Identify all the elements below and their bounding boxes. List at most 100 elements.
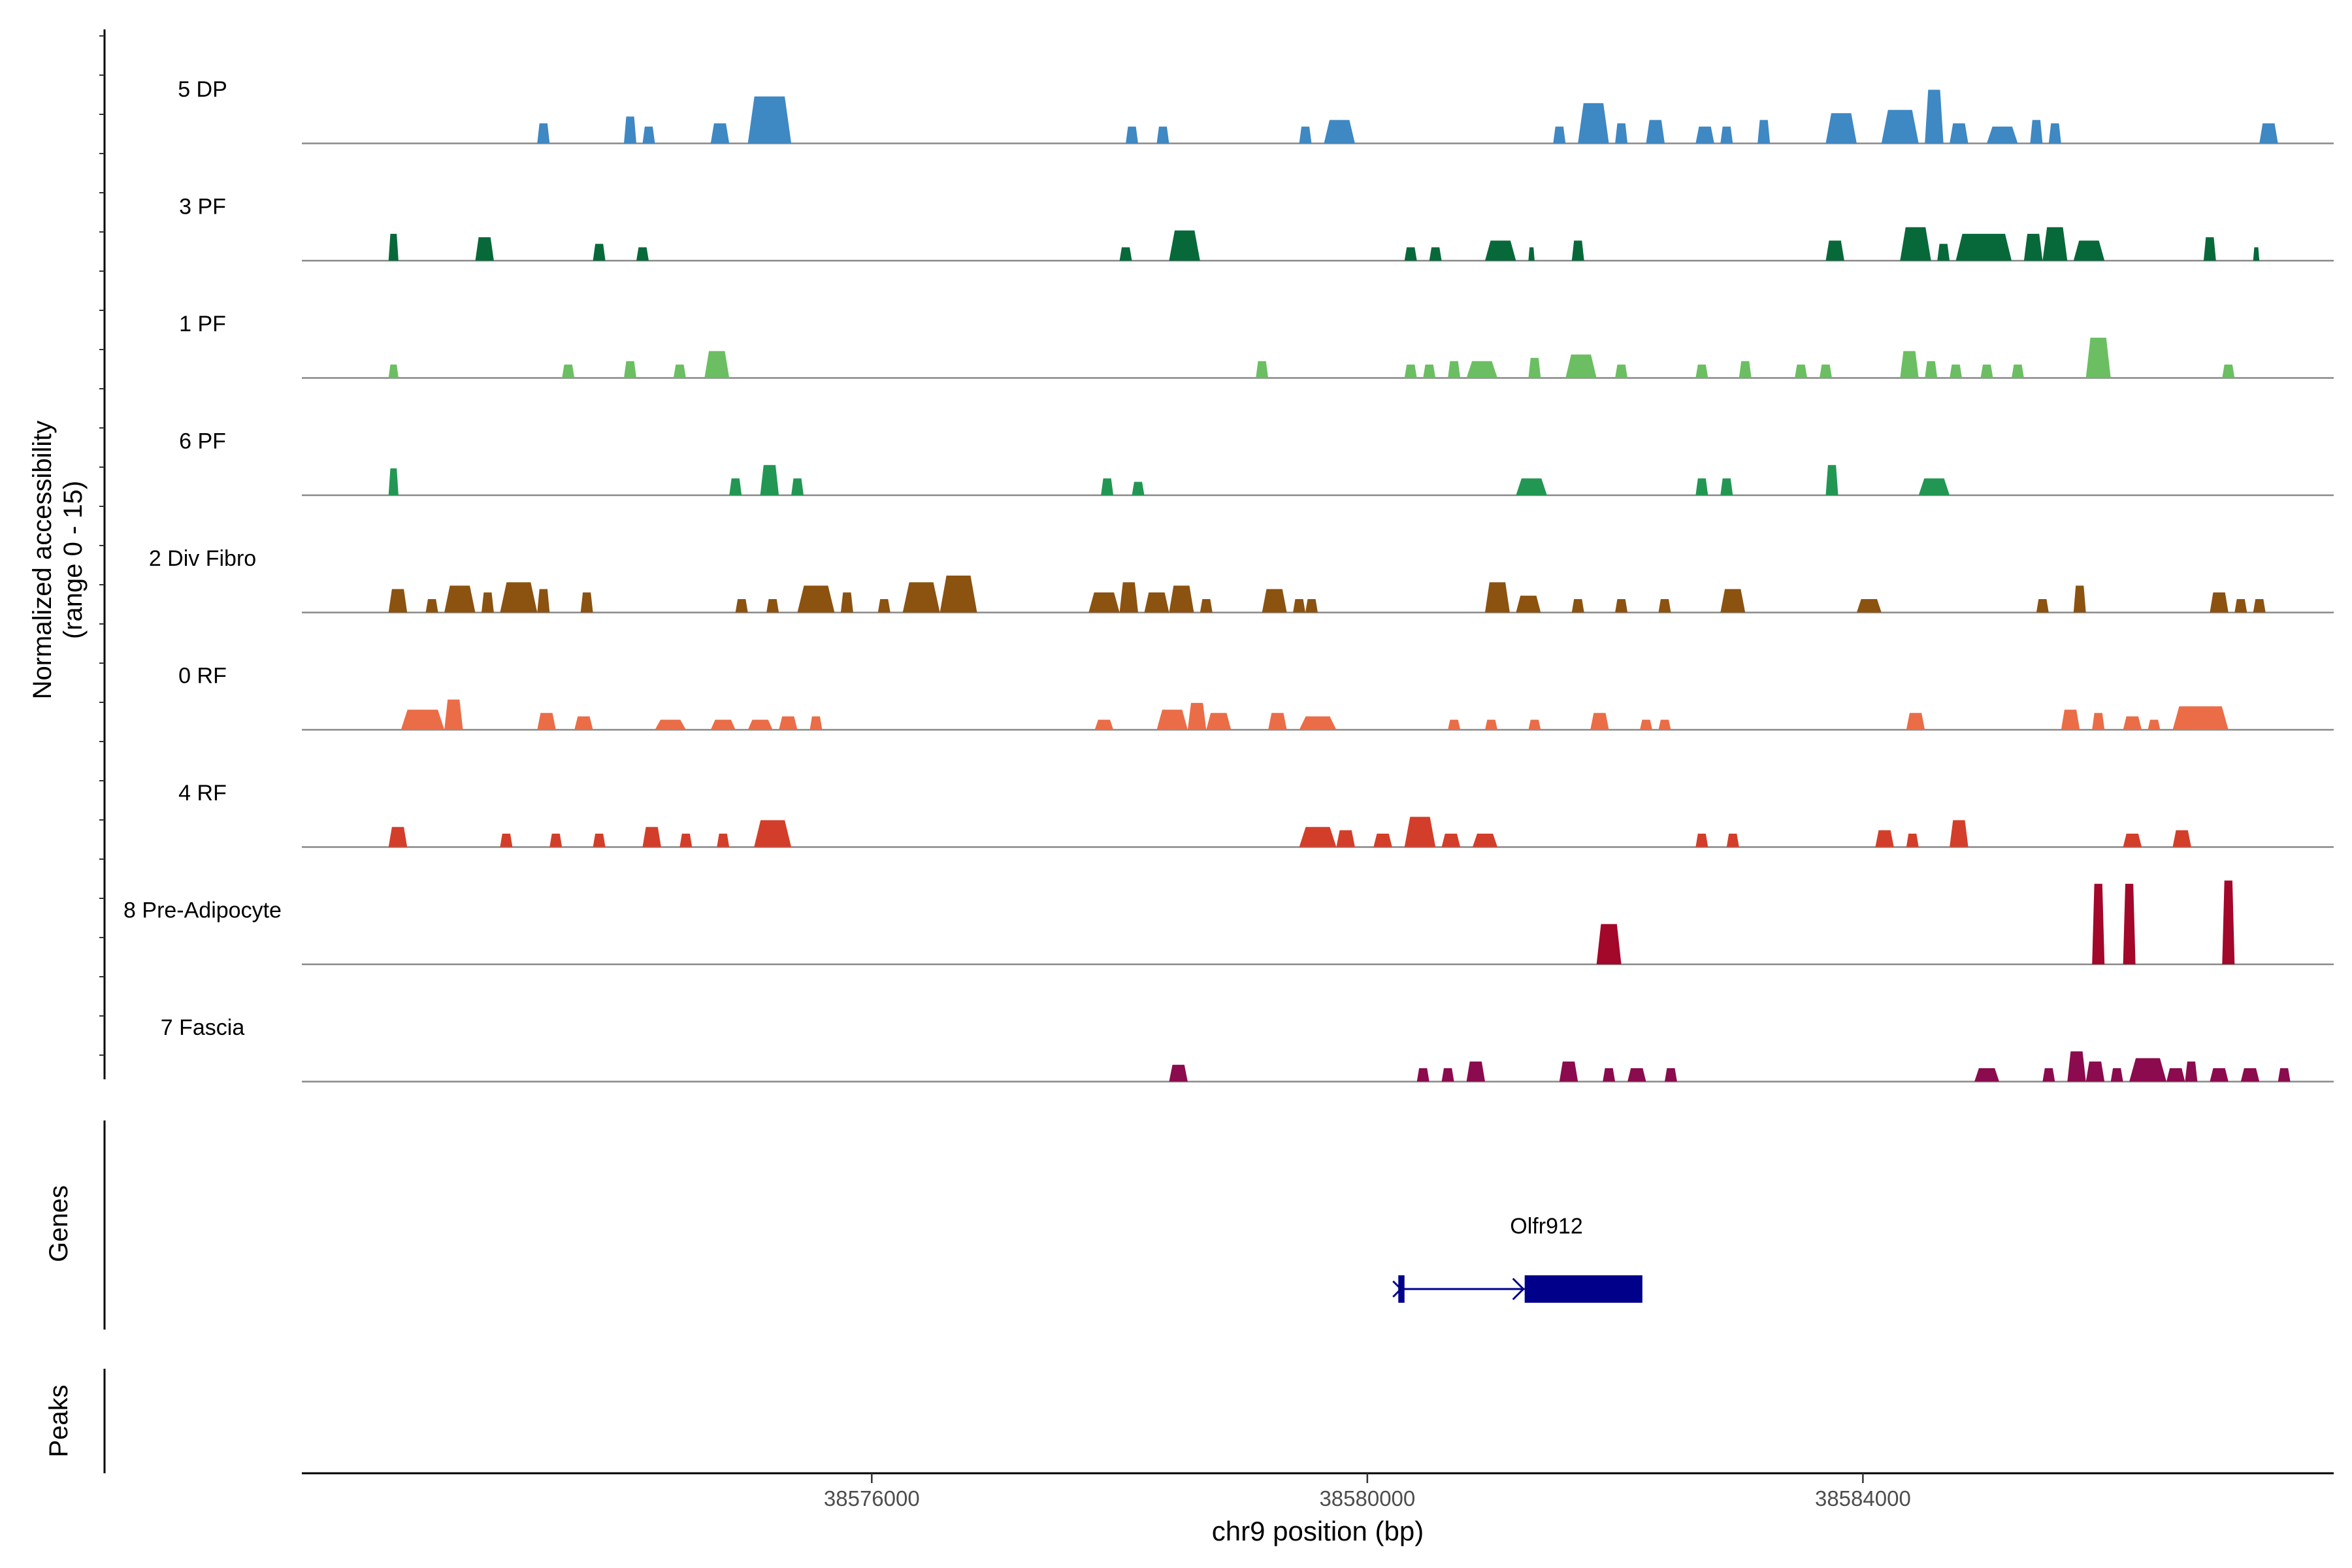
coverage-peak [1906, 713, 1925, 730]
coverage-peak [747, 719, 773, 730]
coverage-peak [809, 716, 823, 730]
coverage-peak [747, 96, 792, 144]
track-1-pf: 1 PF [179, 312, 2334, 379]
coverage-peak [679, 834, 693, 847]
coverage-peak [735, 599, 748, 613]
coverage-peak [593, 834, 606, 847]
coverage-peak [1726, 834, 1739, 847]
coverage-peak [729, 478, 742, 495]
track-label: 8 Pre-Adipocyte [123, 898, 282, 923]
coverage-peak [1658, 599, 1671, 613]
coverage-peak [840, 592, 853, 613]
coverage-peak [1404, 365, 1417, 378]
coverage-peak [1881, 110, 1919, 144]
coverage-peak [1603, 1068, 1616, 1082]
track-2-div-fibro: 2 Div Fibro [149, 546, 2334, 613]
coverage-peak [673, 365, 686, 378]
coverage-peak [797, 585, 835, 613]
coverage-peak [1324, 120, 1355, 144]
track-label: 0 RF [178, 664, 227, 689]
coverage-peak [1757, 120, 1771, 144]
coverage-peak [1206, 713, 1232, 730]
coverage-peak [1856, 599, 1882, 613]
coverage-peak [1974, 1068, 1999, 1082]
coverage-peak [624, 361, 636, 378]
coverage-peak [1950, 365, 1963, 378]
coverage-peak [1739, 361, 1752, 378]
x-axis: 38576000 38580000 38584000 [302, 1472, 2334, 1511]
y-axis-label-line-1: Normalized accessibility [28, 421, 57, 700]
coverage-peak [2073, 585, 2086, 613]
coverage-peak [1825, 465, 1838, 495]
track-5-dp: 5 DP [178, 77, 2334, 144]
coverage-peak [1466, 1061, 1485, 1082]
coverage-peak [1441, 1068, 1454, 1082]
coverage-peak [1423, 365, 1436, 378]
x-tick-label: 38580000 [1319, 1486, 1415, 1511]
coverage-peak [1900, 351, 1919, 378]
coverage-peak [2123, 716, 2142, 730]
coverage-peak [2166, 1068, 2185, 1082]
coverage-peak [2253, 599, 2266, 613]
coverage-peak [754, 820, 792, 847]
coverage-peak [1268, 713, 1287, 730]
coverage-peak [1441, 834, 1461, 847]
coverage-peak [1485, 240, 1516, 261]
coverage-peak [537, 589, 550, 613]
coverage-peak [1473, 834, 1497, 847]
coverage-peak [1299, 826, 1337, 847]
coverage-peak [939, 576, 977, 613]
peaks-panel-label: Peaks [44, 1384, 73, 1457]
coverage-peak [1262, 589, 1287, 613]
coverage-peak [2148, 719, 2161, 730]
coverage-peak [1187, 702, 1207, 730]
gene-panel: Olfr912 [1392, 1214, 1642, 1303]
coverage-peak [1695, 126, 1714, 144]
coverage-peak [2030, 120, 2043, 144]
coverage-peak [2012, 365, 2024, 378]
coverage-peak [1119, 582, 1138, 613]
coverage-peak [1156, 710, 1188, 730]
coverage-peak [1200, 599, 1213, 613]
track-0-rf: 0 RF [178, 664, 2334, 731]
genes-panel-label: Genes [44, 1185, 73, 1262]
coverage-peak [1646, 120, 1665, 144]
coverage-peak [1596, 924, 1622, 964]
track-label: 1 PF [179, 312, 226, 336]
coverage-peak [1448, 719, 1461, 730]
coverage-peak [1695, 478, 1708, 495]
coverage-peak [1516, 478, 1547, 495]
coverage-peak [1955, 233, 2012, 261]
coverage-peak [2048, 123, 2061, 144]
coverage-peak [537, 713, 556, 730]
coverage-peak [1299, 716, 1337, 730]
coverage-peak [2259, 123, 2278, 144]
coverage-peak [500, 582, 538, 613]
coverage-peak [1615, 365, 1628, 378]
coverage-peak [1665, 1068, 1677, 1082]
coverage-peak [1720, 126, 1733, 144]
coverage-peak [902, 582, 940, 613]
coverage-peak [1559, 1061, 1578, 1082]
track-label: 2 Div Fibro [149, 546, 256, 571]
coverage-peak [1466, 361, 1497, 378]
coverage-peak [562, 365, 575, 378]
track-8-pre-adipocyte: 8 Pre-Adipocyte [123, 880, 2334, 966]
coverage-peak [2092, 713, 2105, 730]
coverage-peak [444, 699, 463, 730]
track-6-pf: 6 PF [179, 429, 2334, 497]
coverage-peak [1906, 834, 1919, 847]
coverage-peak [1900, 227, 1931, 261]
coverage-peak [425, 599, 438, 613]
coverage-peak [1658, 719, 1671, 730]
coverage-peak [1132, 482, 1145, 495]
coverage-peak [1336, 830, 1355, 847]
coverage-peak [574, 716, 593, 730]
coverage-peak [388, 468, 399, 495]
coverage-peak [1299, 126, 1312, 144]
coverage-peak [1101, 478, 1114, 495]
coverage-peak [1169, 585, 1194, 613]
gene-olfr912: Olfr912 [1392, 1214, 1642, 1303]
strand-arrow [1512, 1277, 1525, 1301]
